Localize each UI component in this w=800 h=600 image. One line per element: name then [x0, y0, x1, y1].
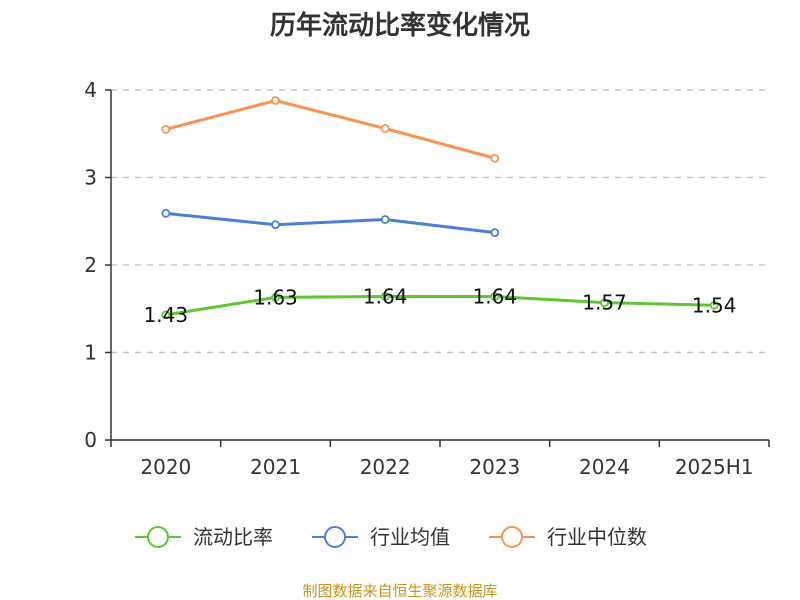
data-point [271, 292, 280, 302]
chart-title: 历年流动比率变化情况 [270, 10, 530, 41]
series-3 [161, 96, 500, 163]
legend-marker-icon [147, 526, 169, 548]
data-point [380, 215, 390, 224]
series-layer [161, 96, 719, 320]
x-tick-label: 2020 [140, 455, 191, 479]
data-point [161, 208, 171, 218]
x-tick-label: 2021 [250, 455, 301, 479]
legend-label: 行业中位数 [547, 525, 647, 549]
legend-item[interactable]: 行业中位数 [489, 525, 647, 549]
data-point [161, 124, 171, 134]
data-point [161, 310, 171, 320]
data-label: 1.43 [144, 303, 189, 327]
data-point [271, 220, 280, 230]
data-labels: 1.43 1.63 1.64 1.64 1.57 1.54 [144, 285, 737, 327]
series-line [165, 211, 496, 235]
data-label: 1.64 [363, 285, 408, 309]
series-line [165, 295, 715, 317]
legend-marker-icon [501, 526, 523, 548]
data-point [380, 292, 390, 301]
data-label: 1.54 [692, 293, 737, 317]
data-point [380, 124, 390, 133]
data-label: 1.64 [473, 285, 518, 309]
legend-marker-icon [324, 526, 346, 548]
x-tick-label: 2025H1 [675, 455, 754, 479]
series-line [165, 99, 496, 160]
legend-label: 流动比率 [193, 525, 273, 549]
axes: 0 1 2 3 4 2020 2021 2022 2023 2024 2025H1 [84, 78, 770, 479]
y-tick-label: 2 [84, 253, 97, 277]
x-tick-label: 2023 [469, 455, 520, 479]
legend-item[interactable]: 行业均值 [312, 525, 450, 549]
legend-item[interactable]: 流动比率 [135, 525, 273, 549]
x-tick-label: 2022 [360, 455, 411, 479]
series-2 [161, 208, 500, 238]
data-point [709, 300, 719, 310]
series-1 [161, 292, 719, 320]
x-tick-label: 2024 [579, 455, 630, 479]
legend-label: 行业均值 [370, 525, 450, 549]
data-point [600, 298, 609, 308]
data-point [271, 96, 280, 105]
data-label: 1.63 [253, 285, 298, 309]
source-note: 制图数据来自恒生聚源数据库 [302, 582, 497, 600]
grid-lines [111, 89, 769, 354]
data-label: 1.57 [582, 291, 627, 315]
data-point [490, 153, 500, 163]
legend: 流动比率 行业均值 行业中位数 [135, 525, 647, 549]
data-point [490, 228, 500, 238]
y-tick-label: 4 [84, 78, 97, 102]
y-tick-label: 0 [84, 428, 97, 452]
y-tick-label: 1 [84, 341, 97, 365]
data-point [490, 292, 500, 301]
y-tick-label: 3 [84, 166, 97, 190]
